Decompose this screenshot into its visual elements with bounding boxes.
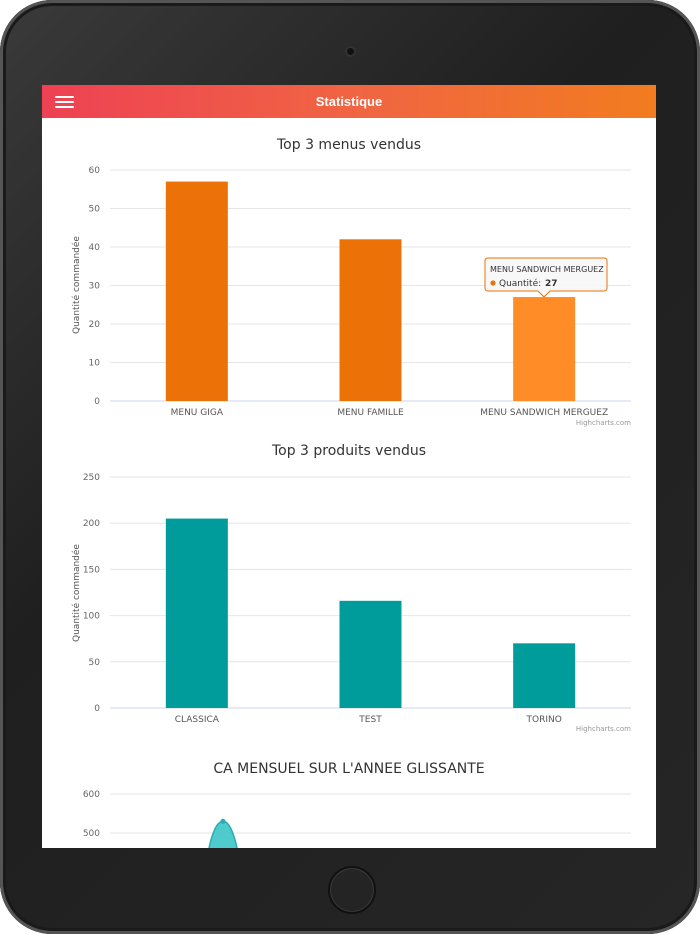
y-tick-label: 40 xyxy=(89,243,101,253)
tooltip-box xyxy=(484,257,608,298)
data-point[interactable] xyxy=(220,818,226,824)
home-button[interactable] xyxy=(328,866,376,914)
y-tick-label: 60 xyxy=(89,166,101,176)
y-tick-label: 0 xyxy=(94,704,100,714)
hamburger-icon[interactable] xyxy=(55,95,74,109)
y-tick-label: 10 xyxy=(89,359,101,369)
y-tick-label: 30 xyxy=(89,282,101,292)
tooltip-series-label: Quantité: xyxy=(499,278,541,289)
bar[interactable] xyxy=(513,297,576,401)
chart-top-menus: Top 3 menus vendus 0 10 20 30 40 50 60 Quantit… xyxy=(71,137,631,427)
x-tick-label: TORINO xyxy=(526,715,562,725)
y-tick-label: 50 xyxy=(89,205,101,215)
chart-top-products: Top 3 produits vendus 0 50 100 150 200 250 Qu… xyxy=(71,443,631,733)
y-tick-label: 20 xyxy=(89,320,101,330)
bar[interactable] xyxy=(165,518,228,708)
camera-icon xyxy=(345,46,356,57)
app-bar: Statistique xyxy=(42,85,656,118)
y-tick-label: 50 xyxy=(89,658,101,668)
chart-title: Top 3 menus vendus xyxy=(276,137,421,153)
x-tick-label: TEST xyxy=(358,715,382,725)
credits: Highcharts.com xyxy=(576,725,631,733)
x-tick-label: MENU FAMILLE xyxy=(337,408,404,418)
y-axis-title: Quantité commandée xyxy=(71,236,82,334)
x-tick-label: MENU SANDWICH MERGUEZ xyxy=(480,408,608,418)
chart-title: CA MENSUEL SUR L'ANNEE GLISSANTE xyxy=(213,761,484,777)
y-tick-label: 150 xyxy=(83,565,100,575)
y-axis-title: Quantité commandée xyxy=(71,544,82,642)
tooltip: MENU SANDWICH MERGUEZ Quantité: 27 xyxy=(484,257,608,298)
y-tick-label: 200 xyxy=(83,519,100,529)
tooltip-value: 27 xyxy=(545,279,558,289)
bar[interactable] xyxy=(513,643,576,708)
bar[interactable] xyxy=(339,600,402,708)
y-tick-label: 0 xyxy=(94,397,100,407)
y-tick-label: 100 xyxy=(83,612,100,622)
bar[interactable] xyxy=(165,181,228,401)
x-tick-label: MENU GIGA xyxy=(171,408,224,418)
page-title: Statistique xyxy=(315,94,383,109)
chart-title: Top 3 produits vendus xyxy=(271,443,426,459)
y-tick-label: 600 xyxy=(83,790,100,800)
x-tick-label: CLASSICA xyxy=(175,715,220,725)
y-tick-label: 500 xyxy=(83,829,100,839)
tooltip-category: MENU SANDWICH MERGUEZ xyxy=(490,265,604,274)
chart-monthly-revenue: CA MENSUEL SUR L'ANNEE GLISSANTE 500 600 xyxy=(83,761,631,848)
tooltip-dot xyxy=(490,280,496,286)
y-tick-label: 250 xyxy=(83,473,100,483)
area-series xyxy=(208,820,238,848)
app-screen: Statistique Top 3 menus vendus 0 10 20 30 40… xyxy=(42,85,656,848)
credits: Highcharts.com xyxy=(576,419,631,427)
bar[interactable] xyxy=(339,239,402,401)
